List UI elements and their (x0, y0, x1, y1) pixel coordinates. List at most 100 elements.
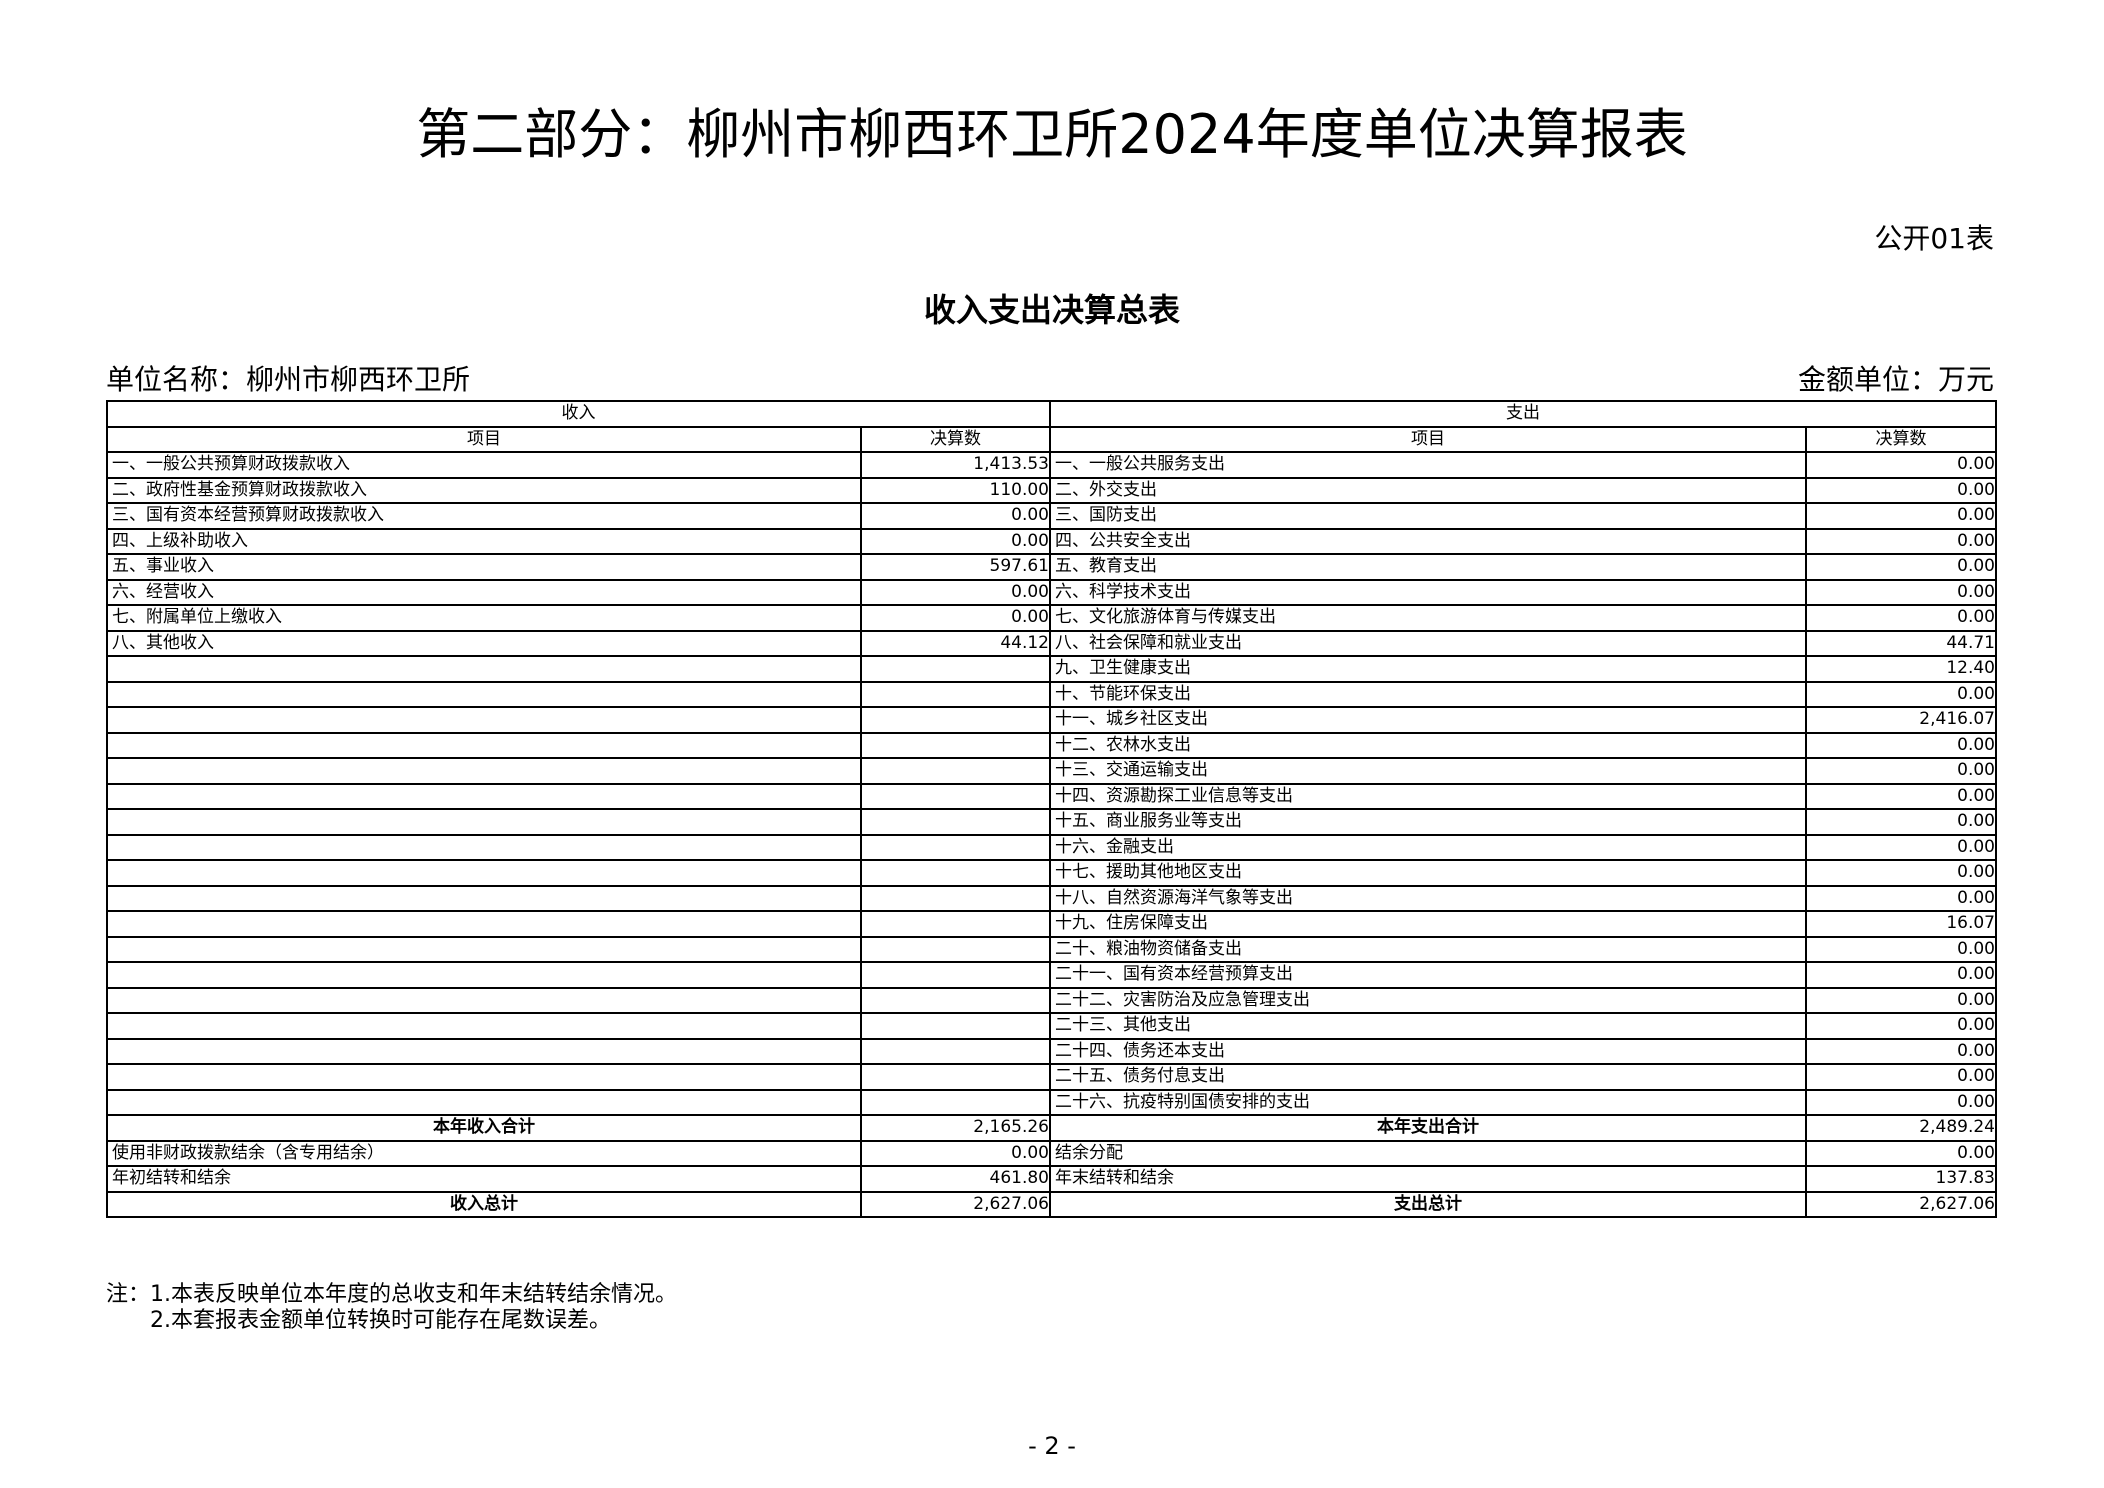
expense-amount-cell: 0.00 (1805, 578, 1997, 606)
income-item-header: 项目 (106, 425, 862, 453)
income-item-cell: 一、一般公共预算财政拨款收入 (106, 451, 862, 479)
income-expense-table: 收入 支出 项目 决算数 项目 决算数 一、一般公共预算财政拨款收入 1,413.… (106, 400, 1997, 1218)
table-header-row: 收入 支出 (106, 400, 1997, 428)
table-row: 二十六、抗疫特别国债安排的支出 0.00 (106, 1088, 1997, 1116)
income-item-cell (106, 1088, 862, 1116)
notes: 注：1.本表反映单位本年度的总收支和年末结转结余情况。 2.本套报表金额单位转换… (106, 1282, 677, 1334)
expense-item-cell: 十四、资源勘探工业信息等支出 (1049, 782, 1807, 810)
income-summary-item: 收入总计 (106, 1190, 862, 1218)
table-row: 十八、自然资源海洋气象等支出 0.00 (106, 884, 1997, 912)
expense-amount-cell: 44.71 (1805, 629, 1997, 657)
income-header: 收入 (106, 400, 1051, 428)
expense-item-cell: 一、一般公共服务支出 (1049, 451, 1807, 479)
income-amount-cell (860, 808, 1051, 836)
income-summary-amount: 2,627.06 (860, 1190, 1051, 1218)
table-row: 十七、援助其他地区支出 0.00 (106, 859, 1997, 887)
table-row: 一、一般公共预算财政拨款收入 1,413.53 一、一般公共服务支出 0.00 (106, 451, 1997, 479)
income-amount-cell (860, 859, 1051, 887)
income-item-cell: 六、经营收入 (106, 578, 862, 606)
income-item-cell (106, 859, 862, 887)
income-item-cell (106, 757, 862, 785)
expense-amount-cell: 0.00 (1805, 833, 1997, 861)
income-item-cell (106, 655, 862, 683)
income-amount-cell: 0.00 (860, 578, 1051, 606)
income-item-cell (106, 1037, 862, 1065)
expense-item-cell: 二十、粮油物资储备支出 (1049, 935, 1807, 963)
income-item-cell: 七、附属单位上缴收入 (106, 604, 862, 632)
table-row: 三、国有资本经营预算财政拨款收入 0.00 三、国防支出 0.00 (106, 502, 1997, 530)
expense-summary-item: 本年支出合计 (1049, 1114, 1807, 1142)
unit-name: 单位名称：柳州市柳西环卫所 (106, 363, 471, 396)
expense-item-cell: 七、文化旅游体育与传媒支出 (1049, 604, 1807, 632)
note-2: 2.本套报表金额单位转换时可能存在尾数误差。 (150, 1308, 611, 1333)
expense-amount-header: 决算数 (1805, 425, 1997, 453)
income-amount-cell: 597.61 (860, 553, 1051, 581)
expense-item-cell: 十三、交通运输支出 (1049, 757, 1807, 785)
summary-row: 年初结转和结余 461.80 年末结转和结余 137.83 (106, 1165, 1997, 1193)
table-row: 十九、住房保障支出 16.07 (106, 910, 1997, 938)
expense-amount-cell: 12.40 (1805, 655, 1997, 683)
expense-item-cell: 九、卫生健康支出 (1049, 655, 1807, 683)
expense-amount-cell: 0.00 (1805, 451, 1997, 479)
income-amount-cell: 110.00 (860, 476, 1051, 504)
income-amount-cell (860, 680, 1051, 708)
income-item-cell: 二、政府性基金预算财政拨款收入 (106, 476, 862, 504)
expense-amount-cell: 0.00 (1805, 553, 1997, 581)
expense-summary-amount: 2,627.06 (1805, 1190, 1997, 1218)
summary-row: 使用非财政拨款结余（含专用结余） 0.00 结余分配 0.00 (106, 1139, 1997, 1167)
expense-item-cell: 十六、金融支出 (1049, 833, 1807, 861)
expense-amount-cell: 0.00 (1805, 757, 1997, 785)
table-row: 十三、交通运输支出 0.00 (106, 757, 1997, 785)
expense-amount-cell: 0.00 (1805, 986, 1997, 1014)
table-row: 十、节能环保支出 0.00 (106, 680, 1997, 708)
expense-summary-amount: 2,489.24 (1805, 1114, 1997, 1142)
income-amount-cell: 44.12 (860, 629, 1051, 657)
table-row: 十六、金融支出 0.00 (106, 833, 1997, 861)
expense-item-cell: 十一、城乡社区支出 (1049, 706, 1807, 734)
expense-item-cell: 二十四、债务还本支出 (1049, 1037, 1807, 1065)
expense-item-cell: 十二、农林水支出 (1049, 731, 1807, 759)
expense-item-cell: 二十三、其他支出 (1049, 1012, 1807, 1040)
table-row: 八、其他收入 44.12 八、社会保障和就业支出 44.71 (106, 629, 1997, 657)
expense-amount-cell: 0.00 (1805, 1012, 1997, 1040)
income-amount-cell (860, 757, 1051, 785)
table-row: 九、卫生健康支出 12.40 (106, 655, 1997, 683)
income-amount-cell (860, 910, 1051, 938)
expense-amount-cell: 16.07 (1805, 910, 1997, 938)
expense-item-cell: 二、外交支出 (1049, 476, 1807, 504)
income-item-cell (106, 808, 862, 836)
expense-amount-cell: 0.00 (1805, 884, 1997, 912)
expense-item-cell: 八、社会保障和就业支出 (1049, 629, 1807, 657)
income-amount-cell: 0.00 (860, 527, 1051, 555)
expense-summary-item: 支出总计 (1049, 1190, 1807, 1218)
expense-amount-cell: 0.00 (1805, 680, 1997, 708)
income-summary-item: 使用非财政拨款结余（含专用结余） (106, 1139, 862, 1167)
income-amount-cell (860, 986, 1051, 1014)
income-amount-cell (860, 655, 1051, 683)
expense-amount-cell: 0.00 (1805, 731, 1997, 759)
table-row: 七、附属单位上缴收入 0.00 七、文化旅游体育与传媒支出 0.00 (106, 604, 1997, 632)
expense-amount-cell: 0.00 (1805, 782, 1997, 810)
income-amount-cell (860, 1063, 1051, 1091)
table-row: 四、上级补助收入 0.00 四、公共安全支出 0.00 (106, 527, 1997, 555)
table-row: 十一、城乡社区支出 2,416.07 (106, 706, 1997, 734)
expense-amount-cell: 0.00 (1805, 1037, 1997, 1065)
summary-row: 本年收入合计 2,165.26 本年支出合计 2,489.24 (106, 1114, 1997, 1142)
income-item-cell (106, 961, 862, 989)
page-number: - 2 - (1028, 1432, 1076, 1460)
table-row: 二十五、债务付息支出 0.00 (106, 1063, 1997, 1091)
income-amount-cell (860, 884, 1051, 912)
income-amount-cell (860, 731, 1051, 759)
income-item-cell (106, 884, 862, 912)
income-summary-item: 年初结转和结余 (106, 1165, 862, 1193)
income-amount-cell: 0.00 (860, 604, 1051, 632)
expense-amount-cell: 0.00 (1805, 476, 1997, 504)
expense-item-cell: 六、科学技术支出 (1049, 578, 1807, 606)
table-row: 二十一、国有资本经营预算支出 0.00 (106, 961, 1997, 989)
table-row: 十五、商业服务业等支出 0.00 (106, 808, 1997, 836)
income-item-cell (106, 680, 862, 708)
income-item-cell: 五、事业收入 (106, 553, 862, 581)
income-item-cell (106, 833, 862, 861)
income-amount-cell (860, 935, 1051, 963)
expense-item-cell: 十七、援助其他地区支出 (1049, 859, 1807, 887)
